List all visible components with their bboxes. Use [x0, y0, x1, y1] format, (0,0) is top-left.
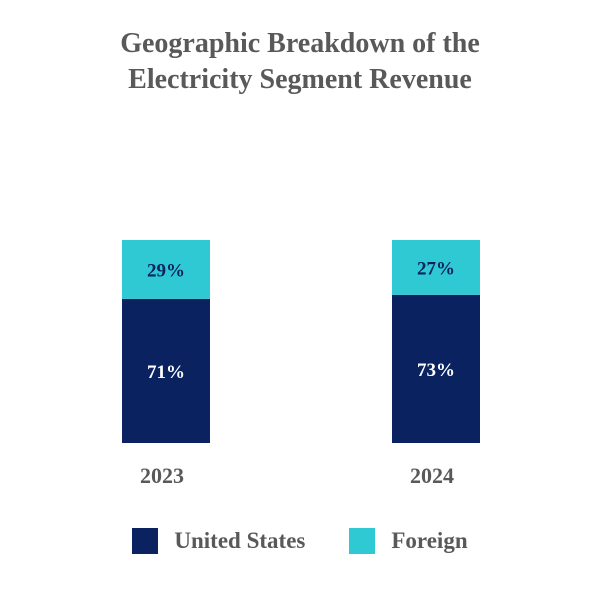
bar-foreign-2024: [392, 240, 480, 295]
legend-label-foreign: Foreign: [391, 528, 468, 553]
x-tick-label-2024: 2024: [410, 463, 454, 488]
bar-foreign-2023: [122, 240, 210, 299]
bar-united-states-2024: [392, 294, 480, 443]
legend-label-united-states: United States: [174, 528, 306, 553]
data-label-foreign-2024: 27%: [417, 258, 455, 279]
legend-item-united-states: United States: [132, 528, 305, 554]
x-tick-label-2023: 2023: [140, 463, 184, 488]
bar-united-states-2023: [122, 298, 210, 443]
data-label-united-states-2023: 71%: [147, 362, 185, 383]
data-label-foreign-2023: 29%: [147, 260, 185, 281]
legend-swatch-foreign: [349, 528, 376, 554]
legend-item-foreign: Foreign: [349, 528, 468, 554]
chart-title: Geographic Breakdown of the Electricity …: [120, 28, 480, 95]
legend: United States Foreign: [0, 528, 600, 554]
legend-swatch-united-states: [132, 528, 159, 554]
data-label-united-states-2024: 73%: [417, 360, 455, 381]
